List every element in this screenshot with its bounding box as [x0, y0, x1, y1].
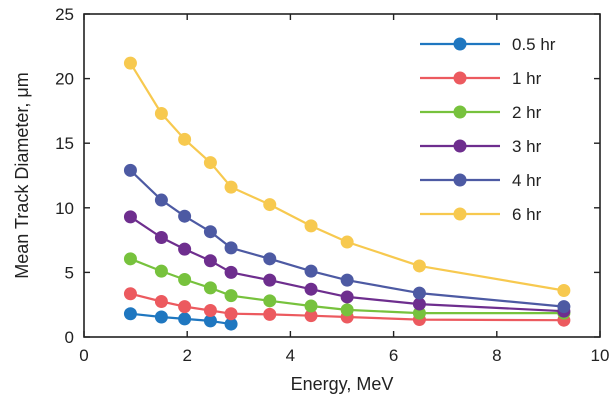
- data-point-4-hr: [178, 209, 192, 223]
- data-point-3-hr: [178, 242, 192, 256]
- data-point-6-hr: [224, 180, 238, 194]
- legend-marker-3-hr: [453, 139, 467, 153]
- legend-label-0-5-hr: 0.5 hr: [512, 35, 556, 54]
- data-point-4-hr: [340, 273, 354, 287]
- y-tick-label: 0: [65, 328, 74, 347]
- legend-marker-1-hr: [453, 71, 467, 85]
- data-point-0-5-hr: [203, 314, 217, 328]
- legend-marker-0-5-hr: [453, 37, 467, 51]
- plot-frame: [83, 13, 601, 338]
- data-point-0-5-hr: [154, 310, 168, 324]
- x-tick-label: 0: [79, 346, 88, 365]
- x-tick-label: 2: [182, 346, 191, 365]
- data-point-1-hr: [304, 309, 318, 323]
- x-tick-label: 8: [492, 346, 501, 365]
- data-point-4-hr: [203, 225, 217, 239]
- series-line-6-hr: [129, 62, 565, 292]
- data-point-6-hr: [340, 235, 354, 249]
- legend-marker-4-hr: [453, 173, 467, 187]
- legend-label-2-hr: 2 hr: [512, 103, 542, 122]
- data-point-4-hr: [123, 163, 137, 177]
- data-point-4-hr: [154, 193, 168, 207]
- data-point-2-hr: [123, 252, 137, 266]
- data-point-1-hr: [154, 294, 168, 308]
- data-point-4-hr: [263, 252, 277, 266]
- legend-label-1-hr: 1 hr: [512, 69, 542, 88]
- series-line-4-hr: [129, 169, 565, 308]
- x-tick-label: 10: [591, 346, 610, 365]
- y-axis-label: Mean Track Diameter, μm: [12, 72, 32, 278]
- legend-label-6-hr: 6 hr: [512, 205, 542, 224]
- data-point-3-hr: [224, 265, 238, 279]
- data-point-2-hr: [178, 273, 192, 287]
- data-point-0-5-hr: [224, 317, 238, 331]
- data-point-2-hr: [304, 299, 318, 313]
- legend-marker-6-hr: [453, 207, 467, 221]
- legend: 0.5 hr 1 hr 2 hr 3 hr 4 hr 6 hr: [420, 35, 556, 224]
- series-line-2-hr: [129, 257, 564, 315]
- data-point-4-hr: [557, 300, 571, 314]
- data-point-6-hr: [412, 259, 426, 273]
- data-point-3-hr: [154, 231, 168, 245]
- data-point-6-hr: [263, 198, 277, 212]
- axes: 0 2 4 6 8 10 0 5 10 15 20 25: [55, 5, 609, 365]
- data-point-6-hr: [203, 156, 217, 170]
- data-point-2-hr: [263, 294, 277, 308]
- plot-area: [123, 56, 571, 331]
- data-point-3-hr: [304, 282, 318, 296]
- data-point-0-5-hr: [178, 312, 192, 326]
- data-point-0-5-hr: [123, 307, 137, 321]
- data-point-1-hr: [178, 300, 192, 314]
- x-axis-label: Energy, MeV: [291, 374, 394, 394]
- y-tick-label: 10: [55, 199, 74, 218]
- data-point-6-hr: [557, 283, 571, 297]
- data-point-6-hr: [178, 132, 192, 146]
- data-point-4-hr: [412, 286, 426, 300]
- data-point-2-hr: [203, 281, 217, 295]
- y-tick-label: 20: [55, 70, 74, 89]
- data-point-1-hr: [203, 304, 217, 318]
- data-point-3-hr: [340, 290, 354, 304]
- data-point-3-hr: [412, 297, 426, 311]
- data-point-2-hr: [154, 264, 168, 278]
- data-point-3-hr: [123, 210, 137, 224]
- data-point-6-hr: [123, 56, 137, 70]
- data-point-1-hr: [263, 307, 277, 321]
- data-point-3-hr: [203, 254, 217, 268]
- legend-label-3-hr: 3 hr: [512, 137, 542, 156]
- y-tick-label: 15: [55, 134, 74, 153]
- data-point-2-hr: [340, 303, 354, 317]
- data-point-2-hr: [412, 306, 426, 320]
- data-point-2-hr: [224, 289, 238, 303]
- legend-label-4-hr: 4 hr: [512, 171, 542, 190]
- series-line-1-hr: [130, 292, 564, 322]
- data-point-1-hr: [224, 307, 238, 321]
- data-point-6-hr: [304, 219, 318, 233]
- series-line-3-hr: [129, 215, 564, 313]
- data-point-4-hr: [304, 264, 318, 278]
- y-tick-label: 5: [65, 263, 74, 282]
- y-tick-label: 25: [55, 5, 74, 24]
- data-point-1-hr: [123, 287, 137, 301]
- data-point-4-hr: [224, 241, 238, 255]
- x-tick-label: 4: [286, 346, 295, 365]
- data-point-3-hr: [263, 273, 277, 287]
- legend-marker-2-hr: [453, 105, 467, 119]
- data-point-6-hr: [154, 106, 168, 120]
- x-tick-label: 6: [389, 346, 398, 365]
